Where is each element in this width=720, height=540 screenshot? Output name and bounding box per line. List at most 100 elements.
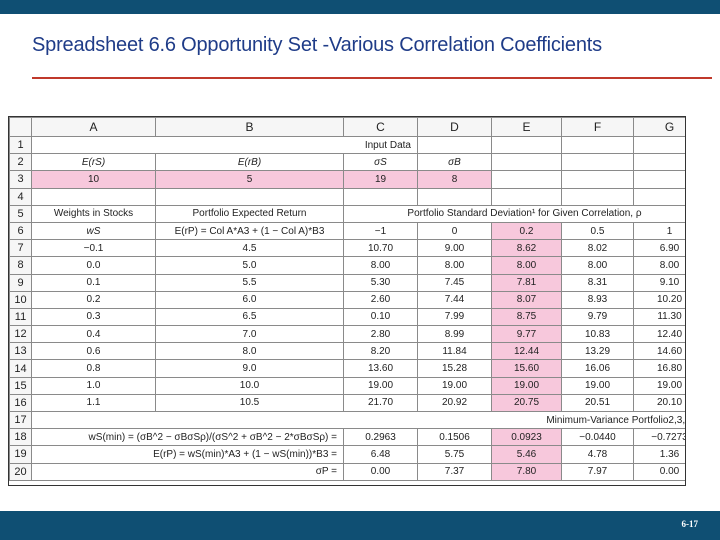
- cell[interactable]: [633, 187, 685, 206]
- row-number[interactable]: 2: [9, 153, 32, 172]
- expected-return-header[interactable]: Portfolio Expected Return: [155, 204, 344, 223]
- cell-d3[interactable]: 8: [417, 170, 492, 189]
- row-number[interactable]: 15: [9, 376, 32, 395]
- cell[interactable]: 9.77: [491, 325, 562, 344]
- cell[interactable]: [417, 135, 492, 155]
- row-number[interactable]: 18: [9, 428, 32, 447]
- cell[interactable]: 0.0923: [491, 428, 562, 447]
- column-header-a[interactable]: A: [31, 117, 156, 137]
- cell[interactable]: 19.00: [633, 376, 685, 395]
- cell[interactable]: 7.99: [417, 307, 492, 327]
- cell-c6[interactable]: −1: [343, 221, 418, 241]
- row-number[interactable]: 8: [9, 256, 32, 275]
- column-header-d[interactable]: D: [417, 117, 492, 137]
- cell[interactable]: −0.0440: [561, 428, 634, 447]
- cell[interactable]: 1.36: [633, 445, 685, 464]
- cell[interactable]: 0.1506: [417, 428, 492, 447]
- cell[interactable]: 4.78: [561, 445, 634, 464]
- cell[interactable]: 7.81: [491, 273, 562, 292]
- cell-f6[interactable]: 0.5: [561, 221, 634, 241]
- cell[interactable]: 8.00: [491, 256, 562, 275]
- row-number[interactable]: 16: [9, 393, 32, 413]
- cell[interactable]: 0.3: [31, 307, 156, 327]
- row-number[interactable]: 4: [9, 187, 32, 206]
- row-number[interactable]: 7: [9, 239, 32, 258]
- cell[interactable]: [417, 187, 492, 206]
- cell[interactable]: 0.1: [31, 273, 156, 292]
- min-variance-label[interactable]: Minimum-Variance Portfolio2,3,4,5: [31, 410, 685, 430]
- cell[interactable]: 7.44: [417, 290, 492, 309]
- cell[interactable]: [31, 187, 156, 206]
- cell[interactable]: 16.06: [561, 359, 634, 378]
- min-return-formula[interactable]: E(rP) = wS(min)*A3 + (1 − wS(min))*B3 =: [31, 445, 344, 464]
- cell[interactable]: 4.5: [155, 239, 344, 258]
- cell[interactable]: 8.99: [417, 325, 492, 344]
- cell[interactable]: 1.1: [31, 393, 156, 413]
- cell[interactable]: 5.0: [155, 256, 344, 275]
- cell[interactable]: 9.79: [561, 307, 634, 327]
- cell-e6[interactable]: 0.2: [491, 221, 562, 241]
- cell[interactable]: 8.00: [561, 256, 634, 275]
- row-number[interactable]: 11: [9, 307, 32, 327]
- cell[interactable]: 5.46: [491, 445, 562, 464]
- cell[interactable]: 6.0: [155, 290, 344, 309]
- column-header-b[interactable]: B: [155, 117, 344, 137]
- cell[interactable]: 12.44: [491, 342, 562, 361]
- cell-c3[interactable]: 19: [343, 170, 418, 189]
- cell-b2[interactable]: E(rB): [155, 153, 344, 172]
- cell[interactable]: −0.1: [31, 239, 156, 258]
- cell[interactable]: 20.51: [561, 393, 634, 413]
- cell[interactable]: 10.70: [343, 239, 418, 258]
- cell[interactable]: [561, 153, 634, 172]
- cell[interactable]: 10.83: [561, 325, 634, 344]
- cell[interactable]: 20.10: [633, 393, 685, 413]
- cell[interactable]: 2.60: [343, 290, 418, 309]
- row-number[interactable]: 19: [9, 445, 32, 464]
- cell[interactable]: 20.92: [417, 393, 492, 413]
- cell[interactable]: 0.0: [31, 256, 156, 275]
- cell[interactable]: 0.2963: [343, 428, 418, 447]
- cell[interactable]: 19.00: [343, 376, 418, 395]
- cell[interactable]: 9.0: [155, 359, 344, 378]
- cell[interactable]: [633, 170, 685, 189]
- cell-c2[interactable]: σS: [343, 153, 418, 172]
- input-data-label[interactable]: Input Data: [31, 135, 418, 155]
- cell[interactable]: 21.70: [343, 393, 418, 413]
- cell[interactable]: [633, 153, 685, 172]
- cell[interactable]: 0.10: [343, 307, 418, 327]
- cell[interactable]: 8.20: [343, 342, 418, 361]
- cell[interactable]: 8.93: [561, 290, 634, 309]
- column-header-c[interactable]: C: [343, 117, 418, 137]
- cell[interactable]: 0.2: [31, 290, 156, 309]
- cell[interactable]: 15.28: [417, 359, 492, 378]
- cell[interactable]: 7.80: [491, 462, 562, 481]
- cell[interactable]: 12.40: [633, 325, 685, 344]
- row-number[interactable]: 14: [9, 359, 32, 378]
- cell[interactable]: 19.00: [491, 376, 562, 395]
- cell[interactable]: [491, 135, 562, 155]
- cell[interactable]: [155, 187, 344, 206]
- cell-a6[interactable]: wS: [31, 221, 156, 241]
- cell[interactable]: 8.07: [491, 290, 562, 309]
- cell[interactable]: 0.8: [31, 359, 156, 378]
- cell[interactable]: 13.29: [561, 342, 634, 361]
- row-number[interactable]: 3: [9, 170, 32, 189]
- min-sd-formula[interactable]: σP =: [31, 462, 344, 481]
- cell[interactable]: [633, 135, 685, 155]
- cell[interactable]: 7.97: [561, 462, 634, 481]
- cell[interactable]: 5.5: [155, 273, 344, 292]
- row-number[interactable]: 9: [9, 273, 32, 292]
- cell[interactable]: [491, 153, 562, 172]
- column-header-e[interactable]: E: [491, 117, 562, 137]
- cell[interactable]: 6.48: [343, 445, 418, 464]
- row-number[interactable]: 12: [9, 325, 32, 344]
- cell[interactable]: 7.45: [417, 273, 492, 292]
- cell[interactable]: 0.4: [31, 325, 156, 344]
- cell[interactable]: 14.60: [633, 342, 685, 361]
- cell[interactable]: 2.80: [343, 325, 418, 344]
- column-header-g[interactable]: G: [633, 117, 685, 137]
- column-header-f[interactable]: F: [561, 117, 634, 137]
- cell-d2[interactable]: σB: [417, 153, 492, 172]
- row-number[interactable]: 13: [9, 342, 32, 361]
- cell[interactable]: 8.31: [561, 273, 634, 292]
